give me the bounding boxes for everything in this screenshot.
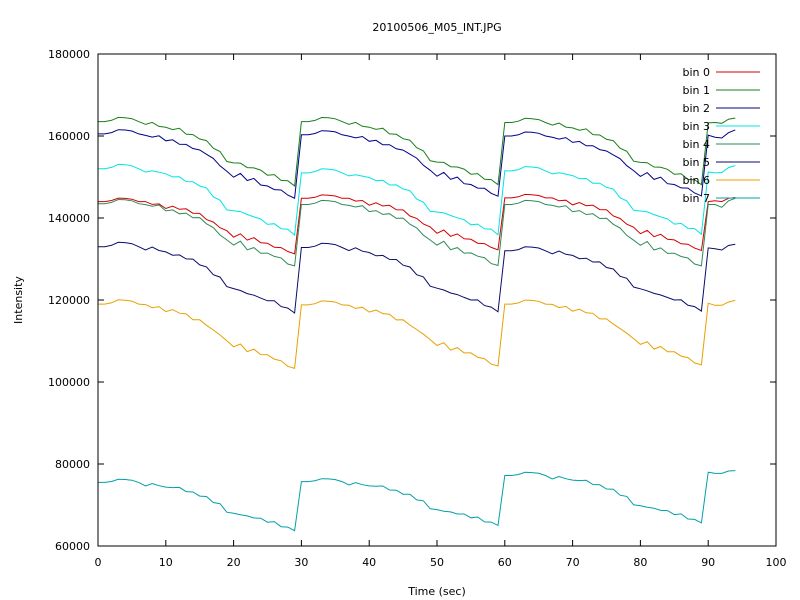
legend-label: bin 6 <box>682 174 710 187</box>
series-line-bin-4 <box>98 197 736 267</box>
x-tick-label: 50 <box>430 556 444 569</box>
y-tick-label: 60000 <box>55 540 90 553</box>
series-line-bin-1 <box>98 116 736 187</box>
y-tick-label: 140000 <box>48 212 90 225</box>
y-tick-label: 180000 <box>48 48 90 61</box>
x-tick-label: 90 <box>701 556 715 569</box>
x-tick-label: 40 <box>362 556 376 569</box>
legend-label: bin 4 <box>682 138 710 151</box>
legend-label: bin 7 <box>682 192 710 205</box>
legend-label: bin 3 <box>682 120 710 133</box>
y-tick-label: 80000 <box>55 458 90 471</box>
series-line-bin-5 <box>98 241 736 314</box>
x-tick-label: 20 <box>227 556 241 569</box>
x-axis-label: Time (sec) <box>407 585 466 598</box>
series-line-bin-7 <box>98 470 736 532</box>
series-lines <box>98 116 736 532</box>
series-line-bin-0 <box>98 193 736 255</box>
series-line-bin-6 <box>98 299 736 370</box>
x-tick-label: 30 <box>294 556 308 569</box>
x-tick-label: 100 <box>766 556 787 569</box>
x-tick-label: 0 <box>95 556 102 569</box>
plot-frame <box>97 53 777 547</box>
y-tick-label: 100000 <box>48 376 90 389</box>
x-tick-label: 60 <box>498 556 512 569</box>
legend-label: bin 0 <box>682 66 710 79</box>
y-tick-label: 120000 <box>48 294 90 307</box>
legend-label: bin 2 <box>682 102 710 115</box>
legend-label: bin 1 <box>682 84 710 97</box>
x-tick-label: 10 <box>159 556 173 569</box>
y-tick-label: 160000 <box>48 130 90 143</box>
legend-label: bin 5 <box>682 156 710 169</box>
series-line-bin-2 <box>98 129 736 199</box>
y-axis-label: Intensity <box>12 276 25 324</box>
series-line-bin-3 <box>98 163 736 237</box>
x-tick-label: 80 <box>633 556 647 569</box>
axis-ticks: 0 10 20 30 40 50 60 70 80 90 100 60000 80000 100000 12… <box>48 48 787 569</box>
legend: bin 0 bin 1 bin 2 bin 3 bin 4 bin 5 bin 6 bin 7 <box>682 66 760 205</box>
x-tick-label: 70 <box>566 556 580 569</box>
chart-title: 20100506_M05_INT.JPG <box>372 21 501 34</box>
